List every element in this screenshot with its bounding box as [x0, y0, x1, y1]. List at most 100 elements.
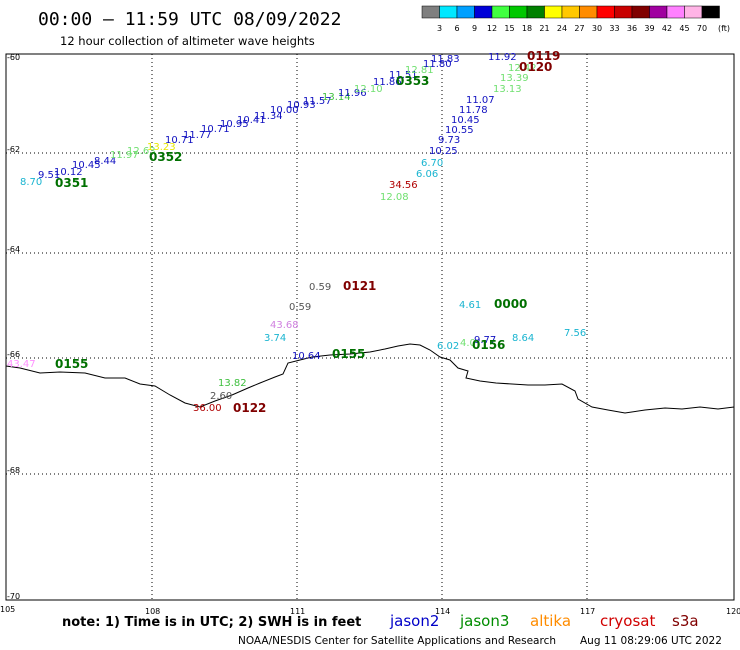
wave-height-label: 11.97 [110, 150, 139, 161]
color-scale-swatch [579, 5, 598, 19]
wave-height-label: 34.56 [389, 180, 418, 191]
pass-time-label: 0353 [396, 74, 430, 88]
pass-time-label: 0120 [519, 60, 553, 74]
wave-height-label: 4.0 [460, 338, 476, 349]
wave-height-label: 10.71 [165, 135, 194, 146]
wave-height-label: 11.57 [303, 96, 332, 107]
lon-label: 105 [0, 605, 15, 614]
wave-height-label: 4.61 [459, 300, 482, 311]
wave-height-label: 10.64 [292, 351, 321, 362]
wave-height-label: 12.42 [508, 63, 537, 74]
color-scale-label: 27 [574, 24, 584, 33]
wave-height-label: 36.00 [193, 403, 222, 414]
color-scale-swatch [474, 5, 493, 19]
wave-height-label: 2.60 [210, 391, 233, 402]
color-scale-swatch [456, 5, 475, 19]
color-scale-swatch [561, 5, 580, 19]
color-scale-label: 12 [487, 24, 497, 33]
color-scale-label: 70 [697, 24, 707, 33]
pass-time-label: 0121 [343, 279, 377, 293]
wave-height-label: 7.56 [564, 328, 587, 339]
lon-label: 114 [435, 607, 450, 616]
map-title: 00:00 – 11:59 UTC 08/09/2022 [38, 9, 341, 30]
wave-height-label: 13.82 [218, 378, 247, 389]
color-scale-swatch [666, 5, 685, 19]
wave-height-label: 0.59 [289, 302, 312, 313]
lat-label: -66 [7, 350, 20, 359]
lon-label: 120 [726, 607, 740, 616]
wave-height-label: 10.45 [72, 160, 101, 171]
wave-height-label: 43.47 [7, 359, 36, 370]
color-scale-swatch [509, 5, 528, 19]
color-scale-swatch [684, 5, 703, 19]
color-scale-label: 6 [454, 24, 459, 33]
pass-time-label: 0156 [472, 338, 506, 352]
wave-height-label: 9.51 [38, 170, 61, 181]
map-frame [5, 53, 735, 601]
wave-height-label: 12.10 [354, 84, 383, 95]
wave-height-label: 10.55 [445, 125, 474, 136]
lat-label: -62 [7, 145, 20, 154]
color-scale-swatch [421, 5, 440, 19]
color-scale-label: 9 [472, 24, 477, 33]
color-scale-swatch [701, 5, 720, 19]
color-scale-swatch [526, 5, 545, 19]
wave-height-label: 9.77 [474, 335, 497, 346]
wave-height-label: 11.07 [466, 95, 495, 106]
color-scale-swatch [439, 5, 458, 19]
pass-time-label: 0155 [332, 347, 366, 361]
color-scale: 3 6 9 12 15 18 21 24 27 30 33 36 39 42 45 70 [421, 5, 720, 33]
wave-height-label: 11.96 [338, 88, 367, 99]
grid-lines [6, 54, 734, 600]
wave-height-label: 11.83 [431, 54, 460, 65]
wave-height-label: 8.70 [20, 177, 43, 188]
wave-height-label: 9.73 [438, 135, 461, 146]
wave-height-label: 13.13 [493, 84, 522, 95]
wave-height-label: 10.41 [237, 115, 266, 126]
color-scale-label: 36 [627, 24, 637, 33]
color-scale-label: 3 [437, 24, 442, 33]
lon-label: 111 [290, 607, 305, 616]
wave-height-label: 12.81 [405, 65, 434, 76]
wave-height-label: 10.93 [287, 100, 316, 111]
wave-height-label: 6.02 [437, 341, 460, 352]
color-scale-swatch [596, 5, 615, 19]
lat-label: -64 [7, 245, 20, 254]
wave-height-label: 13.39 [500, 73, 529, 84]
color-scale-label: 30 [592, 24, 602, 33]
wave-height-label: 12.63 [127, 146, 156, 157]
lat-label: -68 [7, 466, 20, 475]
wave-height-label: 0.59 [309, 282, 332, 293]
wave-height-label: 8.44 [94, 156, 117, 167]
wave-height-label: 8.64 [512, 333, 535, 344]
wave-height-label: 11.34 [254, 111, 283, 122]
color-scale-label: 42 [662, 24, 672, 33]
pass-time-label: 0155 [55, 357, 89, 371]
lat-axis: -60 -62 -64 -66 -68 -70 [7, 53, 20, 601]
wave-height-label: 11.80 [423, 59, 452, 70]
pass-time-label: 0119 [527, 49, 561, 63]
color-scale-label: 18 [522, 24, 532, 33]
color-scale-label: 15 [504, 24, 514, 33]
wave-height-label: 3.74 [264, 333, 287, 344]
wave-height-label: 11.77 [183, 130, 212, 141]
lon-label: 108 [145, 607, 160, 616]
wave-height-label: 6.70 [421, 158, 444, 169]
color-scale-label: 45 [679, 24, 689, 33]
pass-time-label: 0352 [149, 150, 183, 164]
lat-label: -70 [7, 592, 20, 601]
wave-height-label: 13.23 [147, 142, 176, 153]
wave-height-label: 10.95 [220, 119, 249, 130]
wave-height-label: 11.92 [488, 52, 517, 63]
wave-height-label: 10.25 [429, 146, 458, 157]
color-scale-swatch [544, 5, 563, 19]
color-scale-label: 39 [644, 24, 654, 33]
wave-height-label: 43.68 [270, 320, 299, 331]
color-scale-swatch [649, 5, 668, 19]
lon-axis: 105 108 111 114 117 120 [0, 605, 740, 616]
pass-time-label: 0351 [55, 176, 89, 190]
color-scale-swatch [631, 5, 650, 19]
pass-time-label: 0122 [233, 401, 267, 415]
lon-label: 117 [580, 607, 595, 616]
